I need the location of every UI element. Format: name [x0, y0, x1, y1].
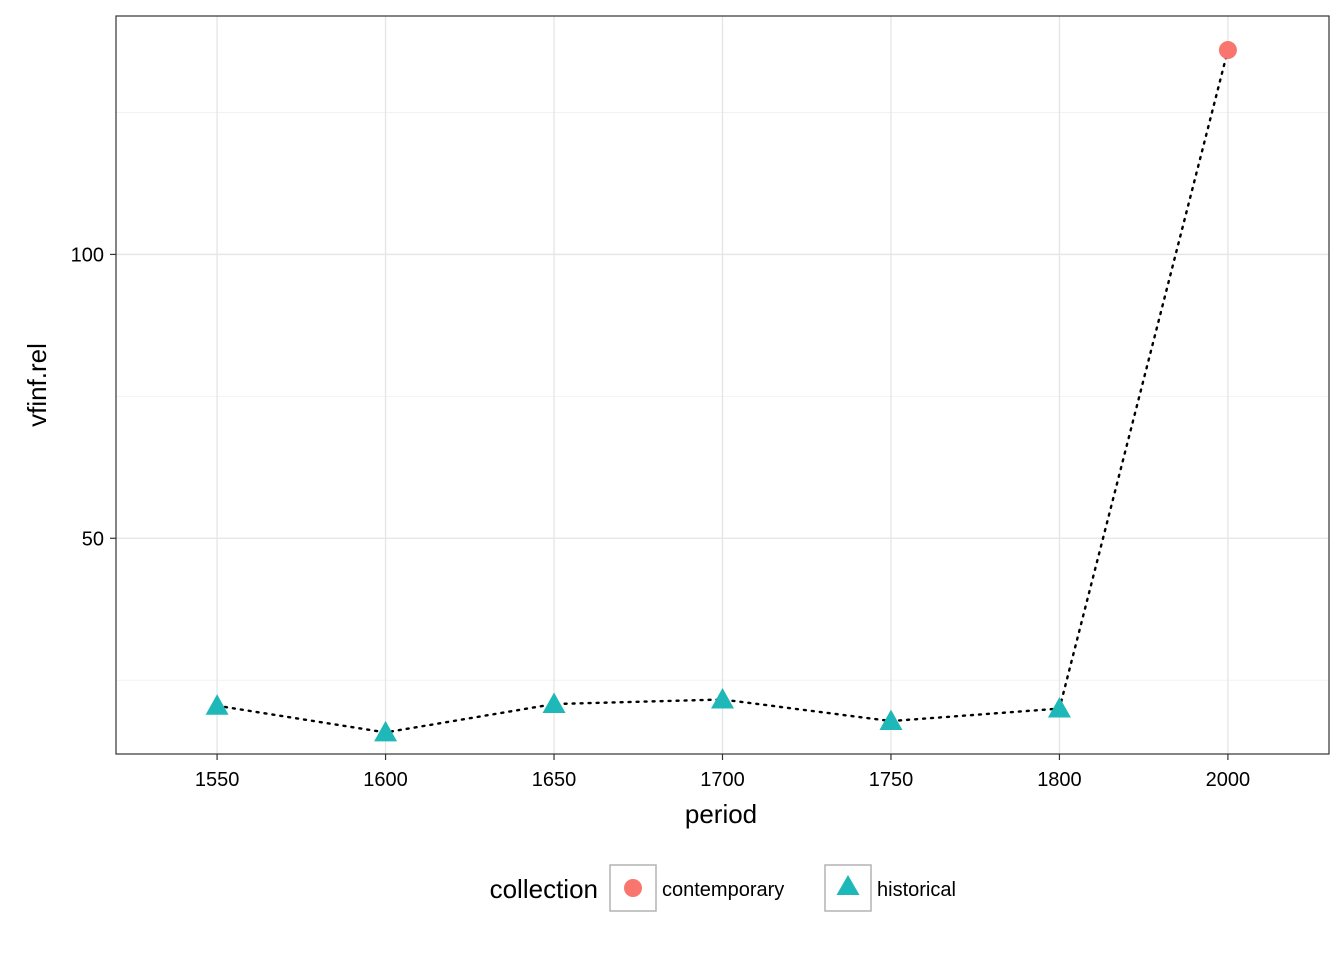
circle-icon: [624, 879, 642, 897]
data-point-historical: [374, 720, 398, 742]
data-point-historical: [542, 692, 566, 714]
triangle-icon: [836, 875, 860, 895]
x-tick-label: 1650: [532, 769, 577, 791]
data-point-contemporary: [1218, 41, 1237, 60]
data-point-historical: [205, 694, 229, 715]
data-points: [205, 41, 1237, 742]
x-tick-label: 1800: [1037, 769, 1082, 791]
x-tick-label: 1700: [700, 769, 745, 791]
y-tick-label: 50: [82, 528, 104, 550]
legend-label-historical: historical: [877, 879, 956, 901]
x-tick-label: 1550: [195, 769, 240, 791]
legend-label-contemporary: contemporary: [662, 879, 784, 901]
data-point-historical: [1047, 697, 1071, 718]
legend-title: collection: [490, 874, 598, 904]
x-tick-label: 1600: [363, 769, 408, 791]
data-point-historical: [879, 709, 903, 731]
legend: collection contemporary historical: [490, 864, 956, 912]
major-gridlines: [116, 16, 1329, 754]
x-axis: 1550 1600 1650 1700 1750 1800 2000: [195, 754, 1250, 791]
x-axis-title: period: [685, 799, 757, 829]
data-point-historical: [711, 688, 734, 709]
y-axis: 50 100: [71, 244, 116, 550]
y-axis-title: vfinf.rel: [22, 343, 52, 427]
x-tick-label: 2000: [1206, 769, 1251, 791]
y-tick-label: 100: [71, 244, 104, 266]
x-tick-label: 1750: [869, 769, 914, 791]
